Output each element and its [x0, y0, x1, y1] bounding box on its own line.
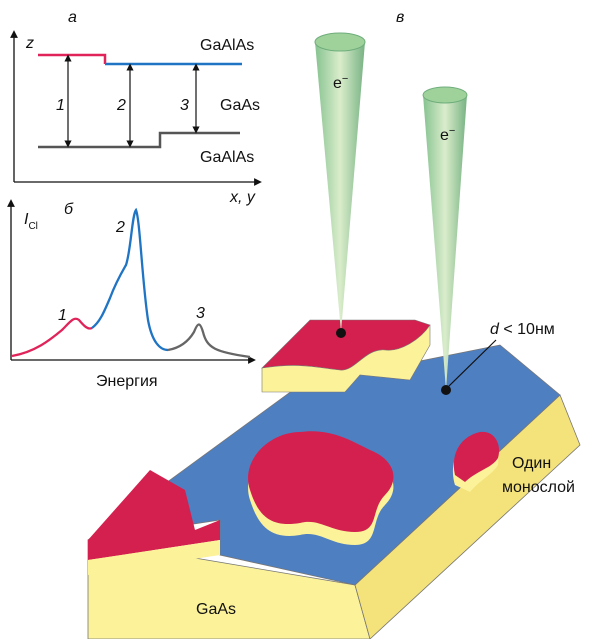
panel-label: б [64, 201, 74, 218]
transition-label: 2 [116, 97, 126, 114]
beam-top [423, 87, 467, 103]
transition-label: 1 [56, 97, 65, 114]
monolayer-label: Один [512, 455, 551, 472]
panel-a: а z x, y 1 2 3 GaAlAs GaAs GaAlAs [14, 9, 260, 206]
beam-charge: − [449, 125, 455, 137]
peak-label: 2 [115, 219, 125, 236]
beam-top [315, 33, 365, 51]
axis-subscript: Cl [28, 221, 37, 232]
beam-spot [441, 385, 451, 395]
panel-b: б ICl 1 2 3 Энергия [11, 201, 252, 390]
beam-spot [336, 328, 346, 338]
axis-label: Энергия [96, 373, 158, 390]
panel-c: в e− e− d < 10нм Один монослой GaAs [88, 9, 580, 639]
layer-label: GaAlAs [200, 37, 254, 54]
substrate-label: GaAs [196, 601, 236, 618]
layer-label: GaAs [220, 97, 260, 114]
spectrum-curve [12, 319, 92, 356]
beam-symbol: e [333, 75, 342, 92]
monolayer-label: монослой [502, 479, 575, 496]
size-value: < 10нм [499, 321, 555, 338]
peak-label: 1 [58, 307, 67, 324]
band-edge [38, 55, 105, 64]
transition-label: 3 [180, 97, 189, 114]
panel-label: в [396, 9, 404, 26]
axis-label: ICl [24, 211, 38, 232]
layer-label: GaAlAs [200, 149, 254, 166]
beam-charge: − [342, 73, 348, 85]
spectrum-curve [92, 210, 168, 350]
size-label: d < 10нм [490, 321, 555, 338]
beam-symbol: e [440, 127, 449, 144]
axis-label: z [25, 35, 34, 52]
axis-label: x, y [229, 189, 256, 206]
spectrum-curve [168, 325, 250, 358]
peak-label: 3 [196, 305, 205, 322]
panel-label: а [68, 9, 77, 26]
figure: а z x, y 1 2 3 GaAlAs GaAs GaAlAs б ICl … [0, 0, 595, 639]
